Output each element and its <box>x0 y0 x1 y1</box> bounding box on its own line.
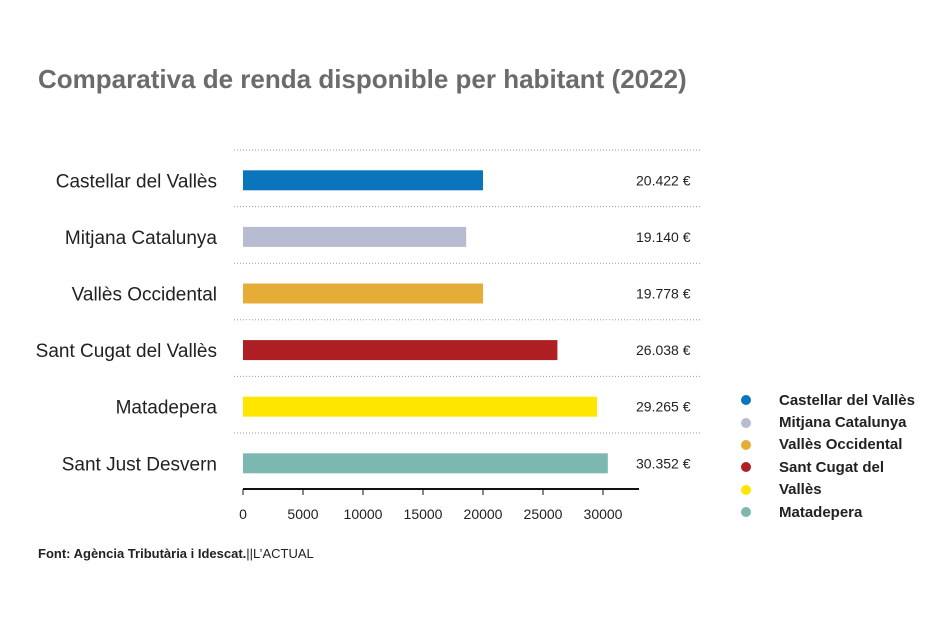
chart-title: Comparativa de renda disponible per habi… <box>38 64 687 94</box>
bar <box>243 226 467 247</box>
x-tick-label: 20000 <box>464 506 503 522</box>
x-tick-label: 5000 <box>287 506 318 522</box>
value-label: 20.422 € <box>636 172 691 188</box>
category-label: Castellar del Vallès <box>56 171 217 192</box>
bar <box>243 453 608 474</box>
legend-dot-icon <box>741 439 751 450</box>
legend-item: Vallès <box>741 479 915 501</box>
category-label: Mitjana Catalunya <box>65 228 218 249</box>
legend-label: Vallès <box>779 481 822 499</box>
legend-label: Sant Cugat del <box>779 458 885 476</box>
value-label: 26.038 € <box>636 342 691 358</box>
legend-label: Mitjana Catalunya <box>779 414 907 432</box>
x-tick-label: 15000 <box>404 506 443 522</box>
legend-dot-icon <box>741 484 751 495</box>
legend-dot-icon <box>741 507 751 518</box>
x-tick-label: 30000 <box>584 506 623 522</box>
x-tick-label: 10000 <box>344 506 383 522</box>
legend-item: Sant Cugat del <box>741 456 915 478</box>
legend-item: Castellar del Vallès <box>741 389 915 411</box>
category-label: Vallès Occidental <box>72 285 217 306</box>
legend-dot-icon <box>741 462 751 473</box>
value-label: 19.140 € <box>636 229 691 245</box>
footer: Font: Agència Tributària i Idescat.||L’A… <box>38 546 314 561</box>
brand-name: L’ACTUAL <box>253 546 314 561</box>
value-label: 19.778 € <box>636 286 691 302</box>
legend-item: Matadepera <box>741 501 915 523</box>
x-axis: 0 5000 10000 15000 20000 25000 30000 <box>239 488 639 522</box>
legend-item: Vallès Occidental <box>741 434 915 456</box>
bar <box>243 283 483 304</box>
x-tick-label: 0 <box>239 506 247 522</box>
category-label: Sant Cugat del Vallès <box>36 341 217 362</box>
legend-label: Vallès Occidental <box>779 436 903 454</box>
legend-label: Castellar del Vallès <box>779 391 915 409</box>
bar <box>243 170 483 191</box>
bar <box>243 340 558 361</box>
category-label: Matadepera <box>116 398 218 419</box>
legend-item: Mitjana Catalunya <box>741 411 915 433</box>
footer-separator: || <box>246 546 254 561</box>
source-note: Font: Agència Tributària i Idescat. <box>38 546 247 561</box>
value-label: 29.265 € <box>636 399 691 415</box>
legend-dot-icon <box>741 417 751 428</box>
x-tick-label: 25000 <box>524 506 563 522</box>
value-label: 30.352 € <box>636 455 691 471</box>
legend-dot-icon <box>741 395 751 406</box>
bar <box>243 396 597 417</box>
category-label: Sant Just Desvern <box>62 454 217 475</box>
bars: Castellar del Vallès 20.422 € Mitjana Cata… <box>36 170 691 475</box>
legend-label: Matadepera <box>779 503 863 521</box>
legend: Castellar del Vallès Mitjana Catalunya Val… <box>741 389 915 523</box>
